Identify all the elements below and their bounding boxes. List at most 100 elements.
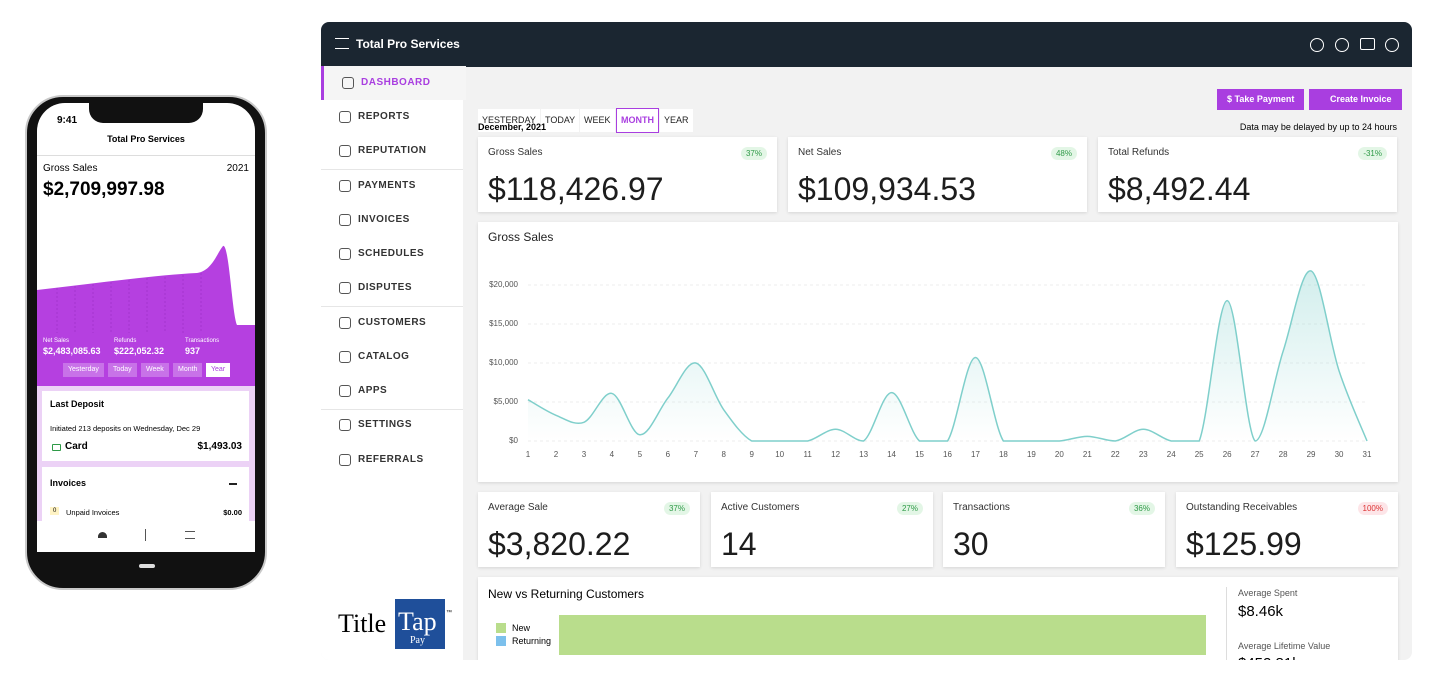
x-tick-label: 18 [999,450,1008,459]
phone-invoice-card [42,467,249,527]
sidebar-item[interactable]: INVOICES [321,203,463,237]
sidebar-label[interactable]: SETTINGS [358,419,413,430]
x-tick-label: 14 [887,450,896,459]
x-tick-label: 30 [1335,450,1344,459]
sidebar-label[interactable]: CATALOG [358,351,410,362]
sidebar-label[interactable]: DISPUTES [358,282,413,293]
period-tab[interactable]: WEEK [580,109,615,132]
x-tick-label: 11 [804,450,813,459]
period-tab[interactable]: MONTH [616,108,659,133]
logo-pay: Pay [410,635,425,646]
x-tick-label: 3 [582,450,587,459]
x-tick-label: 31 [1363,450,1372,459]
period-tab[interactable]: YEAR [660,109,693,132]
sidebar-item[interactable]: REPUTATION [321,134,463,168]
kpi-value: $118,426.97 [488,171,664,207]
account-icon[interactable] [1385,38,1399,52]
phone-period[interactable]: Week [141,363,169,377]
legend-new: New [512,623,531,633]
x-tick-label: 12 [831,450,840,459]
period-tab[interactable]: YESTERDAY [478,109,540,132]
create-invoice[interactable]: Create Invoice [1309,89,1402,110]
phone-stat-label: Transactions [185,338,220,344]
phone-period[interactable]: Year [206,363,231,377]
sidebar-label[interactable]: APPS [358,385,388,396]
phone-stat-value: $222,052.32 [114,346,165,356]
deposit-note: Initiated 213 deposits on Wednesday, Dec… [50,424,201,433]
sidebar-item[interactable]: PAYMENTS [321,169,463,203]
phone-year: 2021 [226,163,249,174]
average-spent: $8.46k [1238,603,1284,620]
sidebar-label[interactable]: DASHBOARD [361,77,431,88]
header-icons[interactable] [1310,38,1324,52]
deposit-title: Last Deposit [50,399,105,409]
x-tick-label: 23 [1139,450,1148,459]
help-icon[interactable] [1335,38,1349,52]
period-tab[interactable]: TODAY [541,109,580,132]
x-tick-label: 24 [1167,450,1176,459]
chat-icon[interactable] [1360,38,1375,50]
phone-business[interactable]: Total Pro Services [107,134,185,144]
phone-period[interactable]: Today [108,363,137,377]
x-tick-label: 15 [915,450,924,459]
sidebar-label[interactable]: REPUTATION [358,145,427,156]
sidebar-icon [339,145,351,157]
kpi-change: -31% [1358,147,1387,160]
sidebar-icon [339,385,351,397]
sidebar-label[interactable]: REPORTS [358,111,410,122]
chart: Gross Sales $0 $5,000 $10,000 $15,000 $20,00… [488,230,1372,459]
x-tick-label: 9 [750,450,755,459]
sidebar-icon [339,248,351,260]
customers-card: New vs Returning Customers New Returning… [478,577,1398,672]
invoices-arrow[interactable] [229,483,237,485]
sidebar-label[interactable]: CUSTOMERS [358,317,427,328]
kpi-value: $109,934.53 [798,171,976,207]
phone-chart [37,245,255,403]
phone-period[interactable]: Month [173,363,203,377]
business-name[interactable]: Total Pro Services [356,37,460,51]
phone-stat-label: Net Sales [43,338,70,344]
sidebar-item[interactable]: SCHEDULES [321,237,463,271]
menu-icon[interactable] [335,38,349,49]
phone-metric: Gross Sales [43,163,98,174]
phone-period[interactable]: Yesterday [63,363,104,377]
phone-home [139,564,155,568]
sidebar-divider [321,169,463,170]
invoice-row: Unpaid Invoices [66,508,120,517]
sidebar-item[interactable]: REFERRALS [321,443,463,477]
sidebar-label[interactable]: INVOICES [358,214,410,225]
kpi-label: Transactions [953,502,1010,513]
phone-stat-label: Refunds [114,338,137,344]
customers-title: New vs Returning Customers [488,587,645,601]
sidebar-item[interactable]: CUSTOMERS [321,306,463,340]
sidebar-item[interactable]: APPS [321,374,463,408]
sidebar-label[interactable]: REFERRALS [358,454,424,465]
logo-tm: ™ [446,610,452,616]
top-bar [321,22,1412,67]
tab-payments[interactable] [145,529,146,541]
tab-menu[interactable] [185,531,195,539]
kpi-change: 36% [1128,502,1155,515]
kpi-change: 37% [740,147,767,160]
notch [89,103,203,123]
invoices-title[interactable]: Invoices [50,478,87,488]
take-payment[interactable]: $ Take Payment [1217,89,1305,110]
x-tick-label: 17 [971,450,980,459]
tab-dashboard[interactable] [98,532,107,538]
legend-returning: Returning [512,636,552,646]
sidebar-item[interactable]: SETTINGS [321,408,463,442]
sidebar-label[interactable]: PAYMENTS [358,180,416,191]
kpi-label: Total Refunds [1108,147,1170,158]
logo-tap: Tap [398,607,437,636]
chart-title: Gross Sales [488,230,553,244]
x-tick-label: 26 [1223,450,1232,459]
sidebar-item[interactable]: CATALOG [321,340,463,374]
legend-swatch-new [496,623,506,633]
sidebar-item[interactable]: REPORTS [321,100,463,134]
sidebar-item[interactable]: DISPUTES [321,271,463,305]
sidebar-item[interactable]: DASHBOARD [321,66,466,100]
y-tick-label: $5,000 [494,397,519,406]
sidebar-label[interactable]: SCHEDULES [358,248,425,259]
kpi-label: Outstanding Receivables [1186,502,1298,513]
notice: Data may be delayed by up to 24 hours [1239,122,1397,132]
